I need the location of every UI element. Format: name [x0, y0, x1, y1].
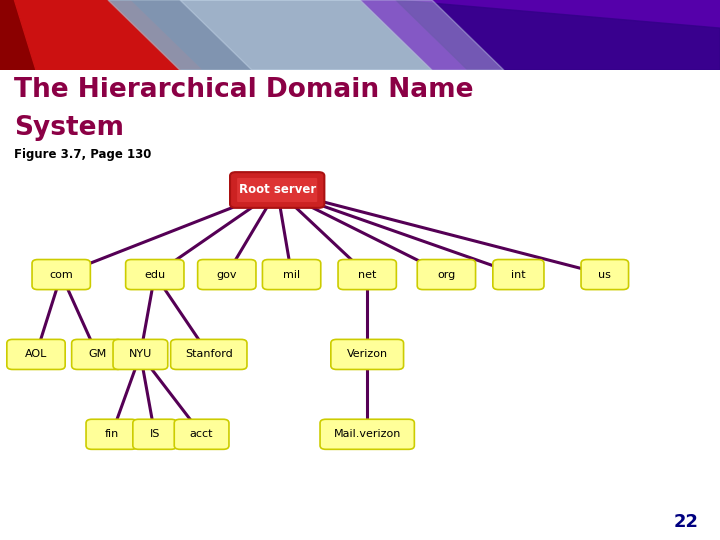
Polygon shape	[396, 0, 720, 70]
Polygon shape	[360, 0, 720, 70]
Text: NYU: NYU	[129, 349, 152, 360]
Text: GM: GM	[88, 349, 107, 360]
Text: us: us	[598, 269, 611, 280]
Polygon shape	[0, 0, 202, 70]
Text: fin: fin	[104, 429, 119, 440]
FancyBboxPatch shape	[7, 340, 65, 369]
Text: mil: mil	[283, 269, 300, 280]
Text: acct: acct	[190, 429, 213, 440]
Text: int: int	[511, 269, 526, 280]
FancyBboxPatch shape	[197, 260, 256, 289]
Text: gov: gov	[217, 269, 237, 280]
Text: Stanford: Stanford	[185, 349, 233, 360]
Text: Figure 3.7, Page 130: Figure 3.7, Page 130	[14, 148, 152, 161]
FancyBboxPatch shape	[113, 340, 168, 369]
FancyBboxPatch shape	[418, 260, 475, 289]
FancyBboxPatch shape	[581, 260, 629, 289]
Text: 22: 22	[673, 512, 698, 531]
FancyBboxPatch shape	[174, 419, 229, 449]
Text: System: System	[14, 115, 125, 141]
Polygon shape	[14, 0, 180, 70]
Text: The Hierarchical Domain Name: The Hierarchical Domain Name	[14, 77, 474, 103]
FancyBboxPatch shape	[32, 260, 91, 289]
Text: IS: IS	[150, 429, 160, 440]
Text: Mail.verizon: Mail.verizon	[333, 429, 401, 440]
Text: net: net	[358, 269, 377, 280]
FancyBboxPatch shape	[72, 340, 122, 369]
Text: com: com	[50, 269, 73, 280]
Text: AOL: AOL	[24, 349, 48, 360]
FancyBboxPatch shape	[230, 172, 324, 208]
Text: Root server: Root server	[238, 184, 316, 197]
FancyBboxPatch shape	[125, 260, 184, 289]
Polygon shape	[108, 0, 432, 70]
FancyBboxPatch shape	[236, 177, 318, 202]
FancyBboxPatch shape	[263, 260, 321, 289]
Text: edu: edu	[144, 269, 166, 280]
Polygon shape	[72, 0, 468, 70]
FancyBboxPatch shape	[171, 340, 247, 369]
FancyBboxPatch shape	[320, 419, 415, 449]
FancyBboxPatch shape	[86, 419, 137, 449]
FancyBboxPatch shape	[331, 340, 403, 369]
Polygon shape	[180, 0, 504, 70]
Text: org: org	[437, 269, 456, 280]
Text: Verizon: Verizon	[346, 349, 388, 360]
FancyBboxPatch shape	[492, 260, 544, 289]
FancyBboxPatch shape	[338, 260, 396, 289]
FancyBboxPatch shape	[133, 419, 177, 449]
